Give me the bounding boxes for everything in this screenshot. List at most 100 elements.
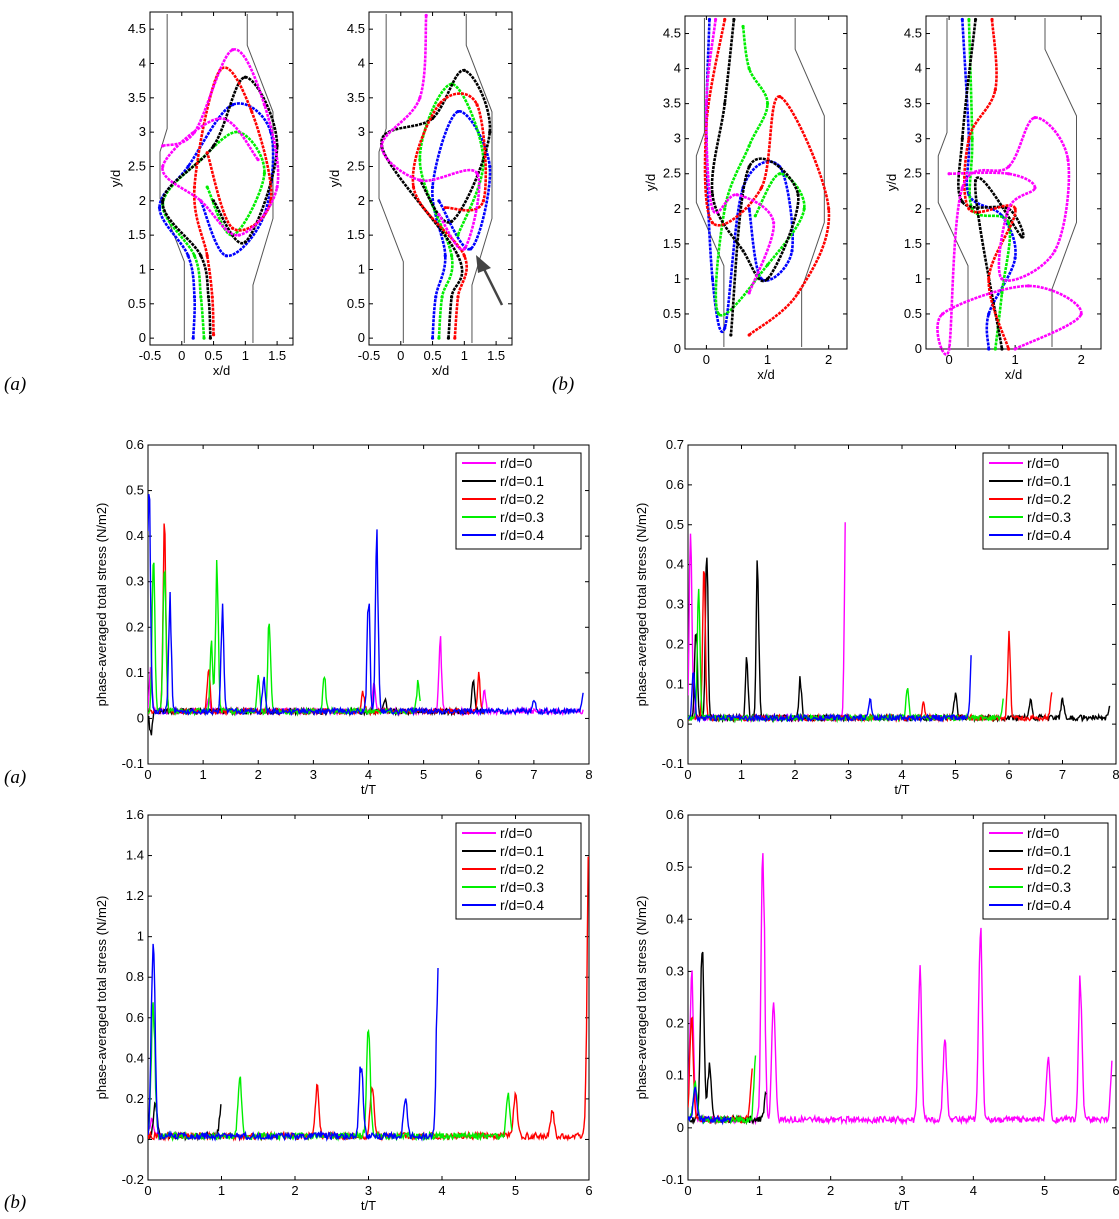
x-tick-label: 0.5 — [205, 348, 223, 363]
y-tick-label: 3 — [358, 124, 365, 139]
legend-box — [455, 452, 582, 550]
y-tick-label: 0.2 — [666, 636, 684, 651]
x-tick-label: -0.5 — [358, 348, 380, 363]
trajectory-point — [446, 336, 451, 340]
y-tick-label: 0.5 — [663, 306, 681, 321]
annotation-arrow-head — [476, 255, 491, 273]
y-tick-label: 1.5 — [904, 236, 922, 251]
y-tick-label: 4 — [139, 55, 146, 70]
trajectory-point — [710, 221, 715, 225]
x-axis-label: x/d — [432, 363, 449, 378]
trajectory-point — [202, 336, 206, 340]
x-tick-label: 1.5 — [268, 348, 286, 363]
x-tick-label: 3 — [365, 1183, 372, 1198]
y-tick-label: 0.5 — [666, 859, 684, 874]
legend-label: r/d=0.2 — [1027, 491, 1071, 507]
x-tick-label: 1 — [1012, 352, 1019, 367]
y-tick-label: 0.1 — [666, 1068, 684, 1083]
legend-label: r/d=0 — [1027, 455, 1060, 471]
y-tick-label: 1.5 — [347, 227, 365, 242]
trajectory-point — [243, 240, 247, 244]
trajectory-point — [418, 178, 422, 182]
trajectory-point — [1013, 347, 1017, 351]
y-tick-label: 0.4 — [666, 911, 684, 926]
trajectory-point — [747, 165, 751, 169]
trajectory-point — [747, 333, 751, 337]
x-tick-label: 1 — [200, 767, 207, 782]
y-tick-label: 2 — [674, 201, 681, 216]
trajectory-point — [796, 193, 800, 197]
trajectory-point — [947, 172, 951, 176]
y-tick-label: 0.6 — [126, 437, 144, 452]
trajectory-point — [186, 254, 190, 258]
line-series — [688, 1086, 732, 1126]
legend-label: r/d=0.1 — [500, 843, 544, 859]
y-tick-label: 0.7 — [666, 437, 684, 452]
y-tick-label: 0 — [674, 341, 681, 356]
legend-label: r/d=0.2 — [1027, 861, 1071, 877]
trajectory-point — [157, 206, 162, 210]
y-axis-label: phase-averaged total stress (N/m2) — [94, 503, 109, 707]
y-tick-label: 2.5 — [128, 158, 146, 173]
y-tick-label: 2 — [915, 201, 922, 216]
trajectory-point — [1006, 165, 1011, 169]
trajectory-point — [993, 88, 997, 92]
y-tick-label: 2.5 — [663, 166, 681, 181]
x-tick-label: 4 — [970, 1183, 977, 1198]
trajectory-point — [723, 207, 727, 211]
trajectory-point — [713, 17, 718, 22]
y-tick-label: -0.2 — [122, 1172, 144, 1187]
x-tick-label: 1.5 — [487, 348, 505, 363]
trajectory-point — [237, 233, 241, 237]
y-tick-label: 1 — [137, 929, 144, 944]
trajectory-point — [380, 144, 384, 148]
y-tick-label: 1.2 — [126, 888, 144, 903]
y-tick-label: 1 — [358, 261, 365, 276]
x-tick-label: 1 — [242, 348, 249, 363]
trajectory-series — [705, 19, 775, 294]
domain-boundary-left — [378, 14, 404, 343]
trajectory-point — [1053, 249, 1057, 253]
trajectory-point — [772, 221, 776, 225]
x-tick-label: 6 — [1112, 1183, 1119, 1198]
line-series — [148, 943, 439, 1142]
y-tick-label: -0.1 — [662, 1172, 684, 1187]
legend-label: r/d=0 — [500, 825, 533, 841]
legend-label: r/d=0.2 — [500, 861, 544, 877]
x-tick-label: 2 — [791, 767, 798, 782]
trajectory-point — [211, 333, 216, 337]
x-tick-label: 4 — [898, 767, 905, 782]
domain-boundary-right — [465, 14, 493, 343]
x-tick-label: 2 — [1078, 352, 1085, 367]
x-tick-label: 6 — [1005, 767, 1012, 782]
y-axis-label: phase-averaged total stress (N/m2) — [634, 896, 649, 1100]
trajectory-point — [960, 186, 964, 190]
trajectory-point — [450, 295, 454, 299]
trajectory-point — [488, 130, 492, 134]
trajectory-series — [418, 82, 485, 339]
trajectory-point — [161, 199, 165, 203]
trajectory-point — [191, 336, 195, 340]
y-tick-label: 2 — [139, 193, 146, 208]
trajectory-series — [703, 19, 831, 336]
trajectory-point — [437, 103, 441, 107]
x-tick-label: 1 — [756, 1183, 763, 1198]
line-series — [688, 655, 972, 724]
x-tick-label: 6 — [475, 767, 482, 782]
trajectory-point — [437, 336, 441, 340]
y-tick-label: 2.5 — [347, 158, 365, 173]
legend-label: r/d=0.4 — [500, 527, 544, 543]
trajectory-point — [710, 207, 715, 211]
x-tick-label: 0 — [144, 767, 151, 782]
trajectory-point — [1079, 312, 1083, 316]
line-series — [688, 853, 1113, 1126]
panel-label-b-bottom: (b) — [4, 1192, 26, 1213]
y-tick-label: 0.2 — [126, 1091, 144, 1106]
y-tick-label: 3.5 — [128, 90, 146, 105]
trajectory-point — [967, 17, 971, 22]
y-tick-label: 1.6 — [126, 807, 144, 822]
y-tick-label: 0.3 — [666, 963, 684, 978]
trajectory-point — [1020, 235, 1024, 239]
trajectory-point — [192, 295, 197, 299]
legend-label: r/d=0.3 — [500, 879, 544, 895]
